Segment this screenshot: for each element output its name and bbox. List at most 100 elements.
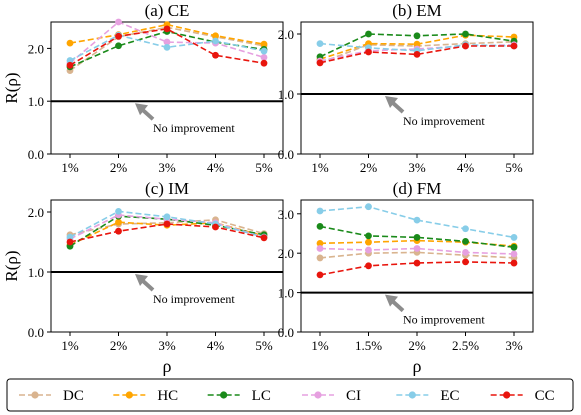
x-tick-label: 4% — [457, 160, 475, 175]
data-point-cc — [365, 262, 372, 270]
y-tick-label: 1.0 — [278, 87, 294, 102]
subplot-title: (a) CE — [145, 1, 190, 20]
data-point-ci — [163, 38, 171, 46]
data-point-lc — [462, 30, 469, 38]
data-point-cc — [115, 32, 122, 40]
x-axis-label: ρ — [163, 356, 172, 376]
data-point-lc — [413, 234, 421, 241]
x-tick-label: 3% — [408, 160, 426, 175]
data-point-lc — [413, 32, 421, 40]
x-tick-label: 3% — [158, 160, 176, 175]
x-tick-label: 1.5% — [355, 338, 382, 353]
x-tick-label: 2% — [110, 338, 128, 353]
data-point-cc — [413, 51, 421, 58]
y-tick-label: 1.0 — [28, 94, 44, 109]
data-point-ec — [260, 47, 268, 55]
data-point-cc — [115, 227, 122, 235]
subplot-title: (b) EM — [392, 1, 442, 20]
annotation-arrow-shaft — [391, 300, 405, 313]
data-point-lc — [115, 42, 122, 50]
data-point-cc — [212, 223, 219, 231]
annotation-label: No improvement — [153, 121, 235, 135]
series-line-hc — [319, 239, 515, 247]
annotation-arrow-shaft — [391, 101, 405, 114]
x-tick-label: 3% — [505, 338, 523, 353]
data-point-ci — [510, 250, 518, 258]
y-tick-label: 0.0 — [278, 325, 294, 340]
data-point-hc — [212, 32, 219, 40]
subplot-title: (d) FM — [393, 179, 442, 198]
x-tick-label: 2% — [110, 160, 128, 175]
data-point-ec — [66, 57, 74, 64]
legend-label: DC — [63, 388, 84, 404]
data-point-cc — [66, 61, 74, 69]
annotation-arrow-icon — [385, 96, 398, 108]
data-point-ci — [260, 53, 268, 61]
data-point-lc — [316, 223, 324, 230]
y-tick-label: 2.0 — [28, 41, 44, 56]
legend-label: EC — [440, 388, 459, 404]
data-point-hc — [365, 238, 372, 246]
series-line-cc — [319, 45, 514, 64]
legend-swatch-marker — [314, 391, 322, 399]
data-point-cc — [462, 42, 469, 50]
y-tick-label: 2.0 — [278, 246, 294, 261]
data-point-ci — [462, 249, 469, 256]
legend: DC HC LC CI EC CC — [6, 378, 574, 412]
x-tick-label: 3% — [158, 338, 176, 353]
x-tick-label: 1% — [61, 338, 79, 353]
legend-swatch-marker — [408, 391, 416, 399]
y-tick-label: 0.0 — [28, 147, 44, 162]
annotation-arrow-shaft — [141, 279, 155, 292]
data-point-lc — [365, 30, 372, 38]
legend-swatch-marker — [125, 391, 133, 399]
data-point-hc — [413, 40, 421, 48]
y-tick-label: 2.0 — [28, 205, 44, 220]
y-tick-label: 3.0 — [278, 207, 294, 222]
annotation-label: No improvement — [403, 114, 485, 128]
series-line-cc — [69, 223, 265, 243]
data-point-ec — [66, 233, 74, 241]
data-point-lc — [510, 243, 518, 251]
data-point-cc — [316, 271, 324, 279]
data-point-lc — [462, 237, 469, 245]
series-line-lc — [319, 225, 515, 249]
subplot-im: (c) IM 0.0 1.0 2.0 1% 2% 3% 4% 5% R(ρ) ρ No improv… — [2, 179, 284, 376]
series-line-cc — [319, 261, 515, 276]
data-point-cc — [260, 234, 268, 242]
data-point-ci — [365, 246, 372, 254]
annotation-arrow-icon — [385, 294, 398, 307]
series-line-dc — [69, 218, 265, 236]
data-point-ec — [365, 203, 372, 211]
annotation-label: No improvement — [403, 313, 485, 327]
x-tick-label: 1% — [61, 160, 79, 175]
x-tick-label: 2% — [408, 338, 426, 353]
y-tick-label: 0.0 — [278, 147, 294, 162]
x-tick-label: 4% — [207, 160, 225, 175]
x-tick-label: 2.5% — [452, 338, 479, 353]
legend-label: LC — [252, 388, 271, 404]
data-point-lc — [365, 232, 372, 240]
series-line-hc — [69, 23, 265, 45]
data-point-cc — [163, 220, 171, 228]
subplot-fm: (d) FM 0.0 1.0 2.0 3.0 1% 1.5% 2% 2.5% 3% ρ No imp… — [278, 179, 534, 376]
data-point-hc — [115, 218, 122, 226]
data-point-cc — [66, 238, 74, 246]
data-point-ci — [115, 18, 122, 26]
y-tick-label: 1.0 — [278, 286, 294, 301]
data-point-hc — [260, 40, 268, 48]
y-tick-label: 0.0 — [28, 325, 44, 340]
y-tick-label: 1.0 — [28, 265, 44, 280]
data-point-ec — [510, 234, 518, 241]
x-tick-label: 2% — [360, 160, 378, 175]
legend-swatch-marker — [220, 391, 228, 399]
x-tick-label: 1% — [311, 160, 329, 175]
x-tick-label: 5% — [255, 338, 273, 353]
series-line-ci — [69, 21, 265, 64]
legend-label: CC — [535, 388, 555, 404]
data-point-hc — [316, 239, 324, 247]
annotation-arrow-icon — [135, 103, 148, 116]
data-point-cc — [462, 258, 469, 266]
data-point-ec — [413, 216, 421, 224]
x-tick-label: 5% — [505, 160, 523, 175]
